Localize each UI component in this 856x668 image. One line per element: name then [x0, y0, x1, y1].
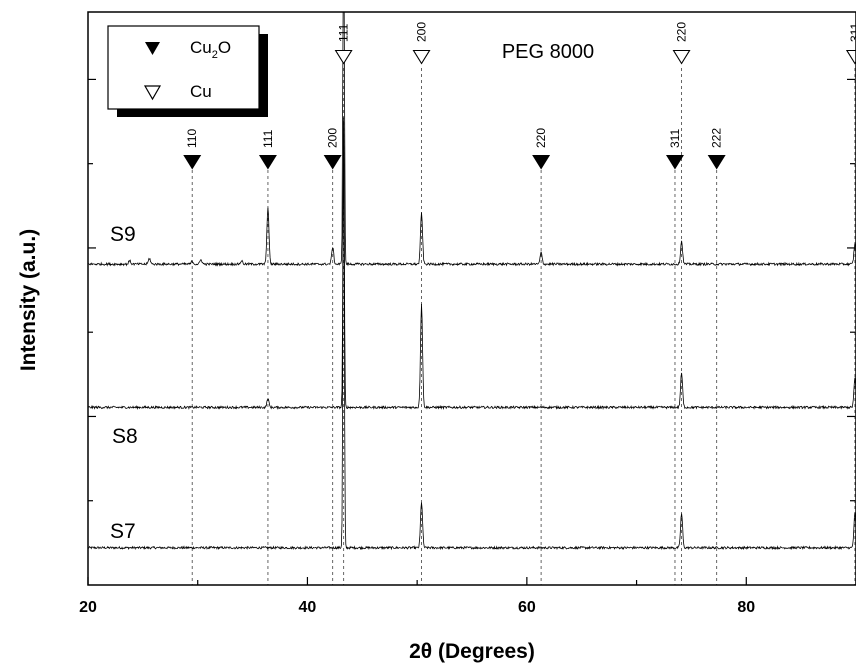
y-axis-label: Intensity (a.u.): [17, 229, 40, 371]
marker-cu2o-222: [707, 154, 726, 170]
marker-cu-200: [412, 49, 431, 65]
hkl-label-cu-111: 111: [337, 23, 351, 42]
hkl-label-cu2o-111: 111: [261, 129, 275, 148]
hkl-label-cu-311: 311: [848, 23, 856, 42]
series-label-s7: S7: [110, 520, 136, 543]
hkl-label-cu2o-220: 220: [534, 128, 548, 148]
marker-cu2o-200: [323, 154, 342, 170]
series-line-s9: [87, 11, 856, 267]
marker-cu2o-110: [183, 154, 202, 170]
legend-box: [107, 25, 260, 110]
marker-cu2o-311: [665, 154, 684, 170]
marker-cu-111: [334, 49, 353, 65]
legend: Cu2O Cu: [107, 25, 268, 117]
reference-lines: [191, 68, 856, 585]
marker-cu2o-111: [258, 154, 277, 170]
marker-cu-311: [845, 49, 856, 65]
legend-marker-cu2o: [145, 42, 160, 55]
legend-marker-cu: [143, 85, 162, 101]
series-traces: [87, 11, 856, 551]
hkl-label-cu2o-200: 200: [326, 128, 340, 148]
x-tick-label-20: 20: [79, 599, 97, 616]
axis-ticks: [87, 78, 856, 585]
legend-label-cu: Cu: [190, 82, 212, 101]
series-line-s8: [87, 120, 856, 410]
marker-cu2o-220: [532, 154, 551, 170]
series-label-s9: S9: [110, 223, 136, 246]
x-tick-label-40: 40: [299, 599, 317, 616]
hkl-label-cu2o-311: 311: [668, 129, 682, 148]
chart-title: PEG 8000: [502, 41, 594, 63]
legend-label-cu2o: Cu2O: [190, 38, 231, 61]
x-tick-label-80: 80: [737, 599, 755, 616]
hkl-label-cu2o-110: 110: [185, 129, 199, 148]
series-line-s7: [87, 117, 856, 551]
peak-markers: 110 111 200 220 311 222 111 200 220 311: [183, 22, 856, 170]
plot-frame: [87, 11, 856, 586]
series-labels: S7 S8 S9: [110, 223, 138, 543]
hkl-label-cu-200: 200: [415, 22, 429, 42]
x-tick-label-60: 60: [518, 599, 536, 616]
x-tick-labels: 20 40 60 80: [79, 599, 755, 616]
series-label-s8: S8: [112, 425, 138, 448]
hkl-label-cu-220: 220: [675, 22, 689, 42]
hkl-label-cu2o-222: 222: [710, 128, 724, 148]
marker-cu-220: [672, 49, 691, 65]
x-axis-label: 2θ (Degrees): [409, 640, 535, 663]
